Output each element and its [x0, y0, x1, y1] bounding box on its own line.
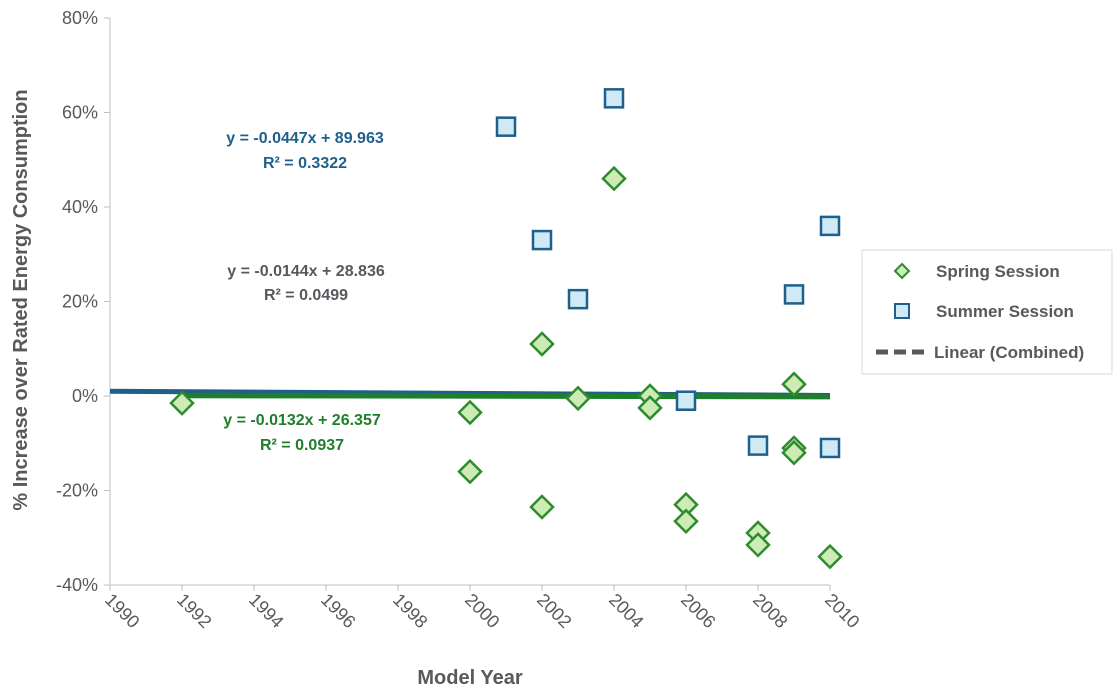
x-tick-label: 1990	[101, 590, 143, 632]
legend-item-summer: Summer Session	[894, 302, 1074, 321]
spring-equation: y = -0.0132x + 26.357	[223, 412, 381, 429]
spring-point	[637, 395, 663, 421]
summer-point	[495, 116, 517, 137]
legend: Spring Session Summer Session Linear (Co…	[861, 249, 1113, 375]
y-tick-label: -40%	[56, 575, 98, 595]
spring-point	[817, 543, 843, 570]
spring-r2: R² = 0.0937	[260, 437, 344, 454]
x-tick-label: 2008	[749, 590, 791, 632]
spring-point	[529, 331, 555, 357]
spring-point	[673, 508, 699, 534]
x-tick-label: 1996	[317, 590, 359, 632]
spring-point	[781, 439, 807, 466]
spring-point	[601, 165, 627, 192]
spring-point	[169, 390, 195, 416]
legend-item-spring: Spring Session	[893, 262, 1060, 281]
x-tick-label: 1992	[173, 590, 215, 632]
legend-spring-marker-icon	[893, 262, 911, 280]
spring-point	[457, 458, 483, 485]
x-tick-label: 1994	[245, 590, 287, 632]
y-tick-label: 60%	[62, 103, 98, 123]
combined-equation: y = -0.0144x + 28.836	[227, 263, 385, 280]
y-tick-labels: -40% -20% 0% 20% 40% 60% 80%	[56, 8, 110, 595]
legend-summer-label: Summer Session	[936, 302, 1074, 321]
legend-combined-label: Linear (Combined)	[934, 343, 1084, 362]
x-axis-title: Model Year	[417, 667, 522, 689]
legend-spring-label: Spring Session	[936, 262, 1060, 281]
x-tick-label: 2000	[461, 590, 503, 632]
summer-point	[675, 390, 697, 411]
y-axis-title: % Increase over Rated Energy Consumption	[10, 89, 32, 510]
y-tick-label: -20%	[56, 481, 98, 501]
y-tick-label: 20%	[62, 292, 98, 312]
summer-point	[819, 437, 841, 459]
summer-point	[531, 229, 553, 251]
spring-point	[781, 371, 807, 397]
x-tick-labels: 1990 1992 1994 1996 1998 2000 2002 2004 2006 2008…	[101, 585, 863, 632]
x-tick-label: 2006	[677, 590, 719, 632]
y-tick-label: 40%	[62, 197, 98, 217]
trendline-spring	[181, 393, 831, 400]
x-tick-label: 1998	[389, 590, 431, 632]
x-tick-label: 2002	[533, 590, 575, 632]
spring-point	[565, 385, 591, 412]
y-tick-label: 80%	[62, 8, 98, 28]
legend-summer-marker-icon	[894, 303, 910, 319]
y-tick-label: 0%	[72, 386, 98, 406]
x-tick-label: 2004	[605, 590, 647, 632]
spring-point	[457, 399, 483, 426]
summer-point	[603, 88, 625, 109]
data-points	[169, 88, 843, 570]
summer-point	[819, 215, 841, 237]
summer-point	[747, 435, 769, 456]
spring-point	[529, 494, 555, 520]
summer-equation: y = -0.0447x + 89.963	[226, 130, 384, 147]
summer-r2: R² = 0.3322	[263, 155, 347, 172]
legend-item-combined: Linear (Combined)	[876, 343, 1084, 362]
summer-point	[783, 284, 805, 305]
spring-point	[745, 532, 771, 558]
summer-point	[567, 288, 589, 310]
trendlines	[109, 388, 831, 400]
x-tick-label: 2010	[821, 590, 863, 632]
combined-r2: R² = 0.0499	[264, 287, 348, 304]
